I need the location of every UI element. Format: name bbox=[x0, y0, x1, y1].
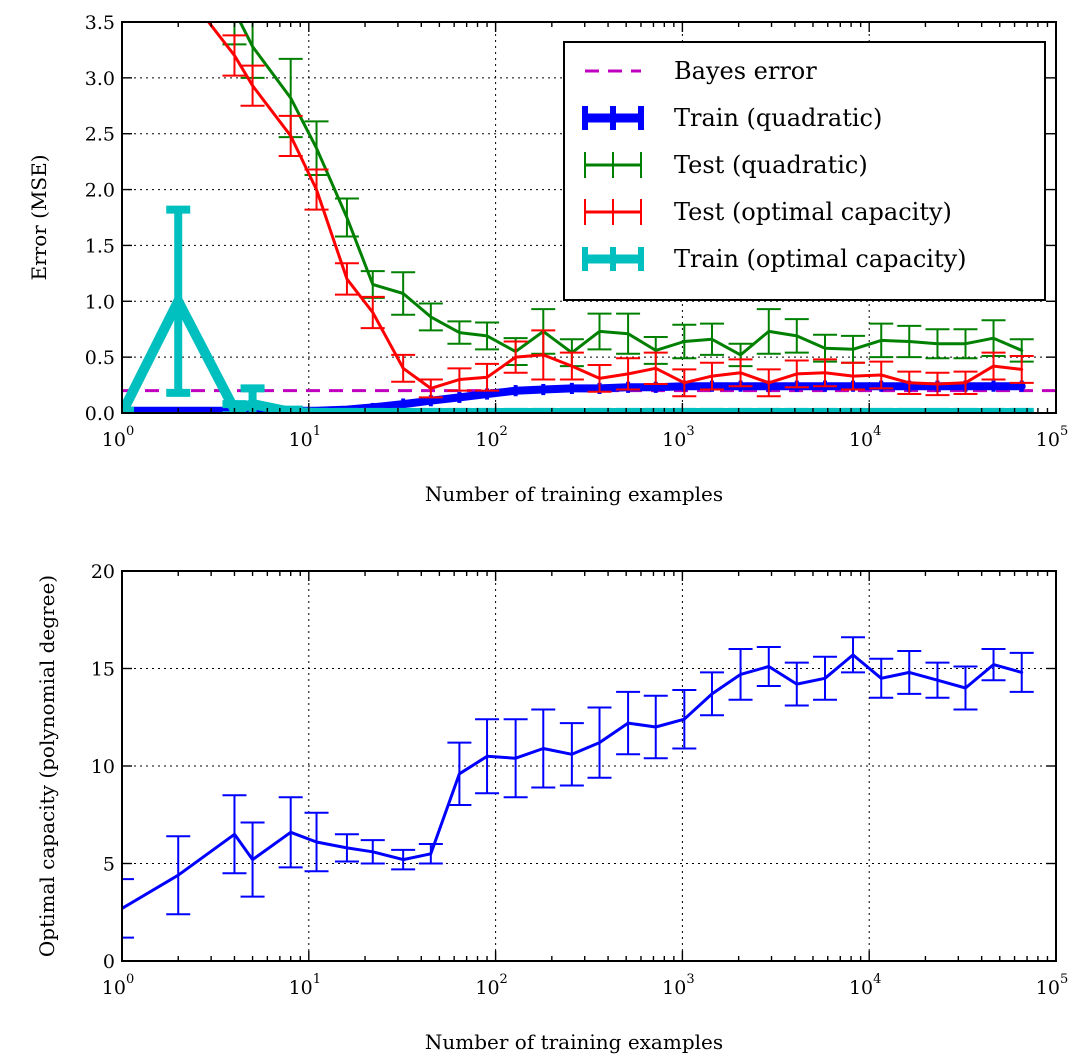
y-tick-label: 15 bbox=[91, 659, 115, 681]
x-tick-exponent: 4 bbox=[873, 972, 881, 987]
x-tick-base: 10 bbox=[849, 977, 873, 999]
error-chart: 100 101 102 103 104 1050.00.51.01.52.02.53.03… bbox=[27, 12, 1068, 506]
series-capacity bbox=[122, 636, 1034, 939]
x-tick-base: 10 bbox=[1036, 429, 1060, 451]
y-tick-label: 3.0 bbox=[85, 68, 115, 90]
x-tick-base: 10 bbox=[475, 977, 499, 999]
y-tick-label: 10 bbox=[91, 756, 115, 778]
x-tick-exponent: 5 bbox=[1060, 972, 1068, 987]
legend-label: Bayes error bbox=[674, 57, 817, 85]
legend-item: Test (optimal capacity) bbox=[584, 198, 952, 226]
legend: Bayes error Train (quadratic) Test (quadra… bbox=[563, 41, 1046, 301]
x-tick-exponent: 1 bbox=[313, 424, 321, 439]
y-tick-label: 5 bbox=[103, 854, 115, 876]
y-tick-label: 2.5 bbox=[85, 124, 115, 146]
x-tick-exponent: 5 bbox=[1060, 424, 1068, 439]
x-tick-exponent: 4 bbox=[873, 424, 881, 439]
x-tick-base: 10 bbox=[662, 429, 686, 451]
legend-item: Train (quadratic) bbox=[582, 104, 882, 132]
y-tick-label: 3.5 bbox=[85, 12, 115, 34]
x-tick-label: 103 bbox=[662, 972, 694, 999]
legend-label: Test (quadratic) bbox=[674, 151, 868, 179]
x-tick-base: 10 bbox=[1036, 977, 1060, 999]
x-tick-exponent: 3 bbox=[686, 424, 694, 439]
x-tick-label: 105 bbox=[1036, 424, 1068, 451]
gridlines bbox=[121, 570, 1057, 962]
x-tick-base: 10 bbox=[662, 977, 686, 999]
x-tick-base: 10 bbox=[289, 977, 313, 999]
data-layer bbox=[122, 636, 1034, 939]
x-tick-label: 105 bbox=[1036, 972, 1068, 999]
legend-label: Train (optimal capacity) bbox=[674, 245, 967, 273]
x-tick-label: 100 bbox=[102, 972, 134, 999]
x-axis-label: Number of training examples bbox=[425, 482, 723, 506]
x-tick-exponent: 2 bbox=[500, 972, 508, 987]
x-tick-base: 10 bbox=[289, 429, 313, 451]
x-tick-label: 102 bbox=[475, 972, 507, 999]
legend-label: Test (optimal capacity) bbox=[674, 198, 952, 226]
x-tick-exponent: 0 bbox=[126, 972, 134, 987]
legend-item: Bayes error bbox=[585, 57, 817, 85]
x-tick-label: 102 bbox=[475, 424, 507, 451]
x-tick-exponent: 2 bbox=[500, 424, 508, 439]
x-tick-label: 101 bbox=[289, 972, 321, 999]
plot-frame bbox=[121, 21, 1057, 414]
x-tick-label: 104 bbox=[849, 972, 881, 999]
y-tick-label: 2.0 bbox=[85, 180, 115, 202]
y-tick-label: 0.5 bbox=[85, 347, 115, 369]
y-tick-label: 0 bbox=[103, 951, 115, 973]
x-tick-exponent: 1 bbox=[313, 972, 321, 987]
x-tick-exponent: 0 bbox=[126, 424, 134, 439]
legend-item: Test (quadratic) bbox=[584, 151, 868, 179]
y-ticks: 0.0 0.5 1.0 1.5 2.0 2.5 3.0 3.5 bbox=[85, 12, 1056, 425]
x-tick-label: 103 bbox=[662, 424, 694, 451]
series-test-optimal-capacity bbox=[206, 22, 1034, 399]
x-tick-base: 10 bbox=[849, 429, 873, 451]
y-tick-label: 0.0 bbox=[85, 403, 115, 425]
x-ticks: 100 101 102 103 104 105 bbox=[102, 22, 1068, 451]
y-tick-label: 1.0 bbox=[85, 291, 115, 313]
x-tick-label: 100 bbox=[102, 424, 134, 451]
x-tick-base: 10 bbox=[102, 429, 126, 451]
legend-label: Train (quadratic) bbox=[674, 104, 882, 132]
x-tick-label: 101 bbox=[289, 424, 321, 451]
x-ticks: 100 101 102 103 104 105 bbox=[102, 571, 1068, 999]
legend-box bbox=[563, 41, 1046, 301]
x-tick-base: 10 bbox=[475, 429, 499, 451]
x-tick-label: 104 bbox=[849, 424, 881, 451]
y-axis-label: Optimal capacity (polynomial degree) bbox=[35, 575, 59, 957]
y-tick-label: 1.5 bbox=[85, 235, 115, 257]
y-tick-label: 20 bbox=[91, 561, 115, 583]
x-tick-exponent: 3 bbox=[686, 972, 694, 987]
y-ticks: 0 5 10 15 20 bbox=[91, 561, 1056, 973]
x-axis-label: Number of training examples bbox=[425, 1030, 723, 1054]
x-tick-base: 10 bbox=[102, 977, 126, 999]
legend-item: Train (optimal capacity) bbox=[582, 245, 967, 273]
y-axis-label: Error (MSE) bbox=[27, 154, 51, 280]
